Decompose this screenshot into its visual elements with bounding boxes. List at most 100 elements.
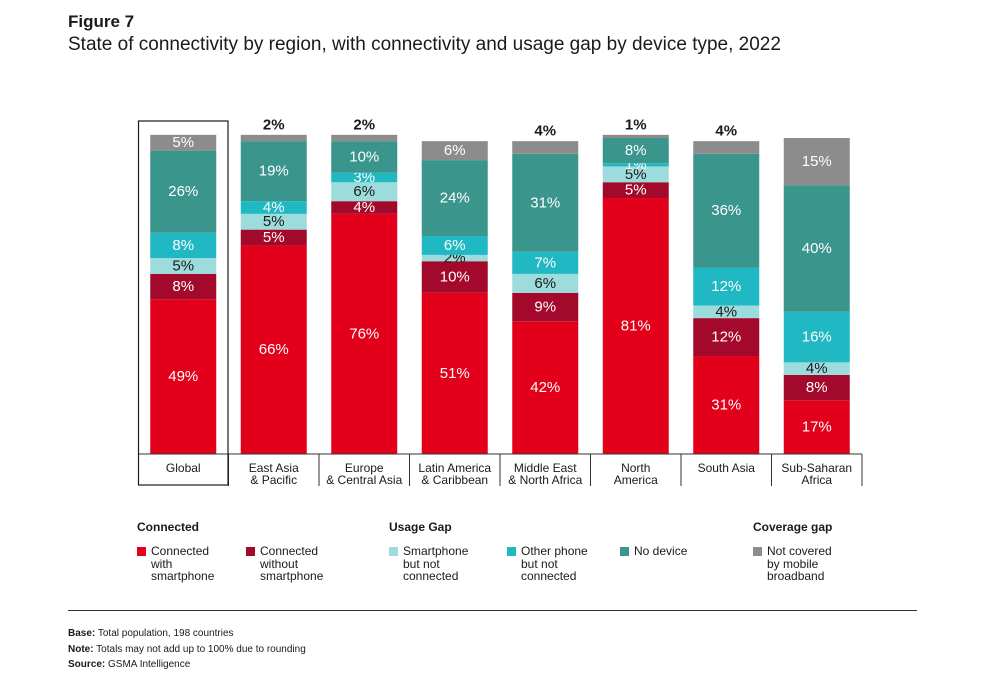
category-label: South Asia [698,461,756,475]
category-label-line: America [614,473,658,487]
bar-segment-smartphone_not_connected [693,305,760,319]
bar-segment-not_covered [783,138,850,186]
bar-segment-no_device [240,141,307,202]
category-label: Middle East & North Africa [508,461,582,487]
bar-segment-smartphone_not_connected [783,362,850,375]
category-label-line: Middle East [514,461,577,475]
data-label-other_phone: 3% [353,169,375,186]
legend-label: Other phone but not connected [521,544,588,583]
bar-group: 81%5%5%1%8%1% [602,116,669,454]
data-label-not_covered: 1% [625,116,647,133]
bar-group: 76% 4%6%3% 10% 2% [331,116,398,454]
legend-heading: Connected [137,520,200,534]
data-label-connected_without: 12% [711,329,741,346]
bar-group: 51%10%2%6%24%6% [421,141,488,454]
bar-segment-connected_without [150,273,217,300]
category-label-line: Europe [345,461,384,475]
data-label-other_phone: 16% [802,329,832,346]
bar-segment-not_covered [421,141,488,161]
bar-segment-no_device [512,153,579,252]
bar-segment-no_device [150,150,217,233]
bar-segment-no_device [783,185,850,312]
data-label-connected_smartphone: 51% [440,365,470,382]
category-label-line: Latin America [418,461,491,475]
bar-segment-not_covered [240,134,307,142]
category-label-line: Africa [801,473,832,487]
note-base: Base: Total population, 198 countries [68,628,234,639]
data-label-other_phone: 12% [711,278,741,295]
category-label-line: Global [166,461,201,475]
bar-segment-connected_smartphone [783,400,850,454]
bar-segment-smartphone_not_connected [602,166,669,183]
data-label-other_phone: 8% [172,237,194,254]
footnotes: Base: Total population, 198 countries No… [68,626,306,673]
data-label-other_phone: 6% [444,237,466,254]
bar-segment-no_device [602,138,669,164]
bar-segment-not_covered [512,141,579,154]
category-label: North America [614,461,658,487]
figure-label: Figure 7 [68,12,135,31]
data-label-not_covered: 4% [715,123,737,140]
data-label-smartphone_not_connected: 5% [172,257,194,274]
data-label-no_device: 19% [259,163,289,180]
bar-segment-no_device [331,141,398,173]
bar-segment-smartphone_not_connected [512,273,579,293]
bar-segment-connected_smartphone [240,245,307,454]
bar-segment-connected_smartphone [512,321,579,454]
data-label-connected_smartphone: 17% [802,419,832,436]
bar-segment-not_covered [150,134,217,151]
data-label-smartphone_not_connected: 4% [715,303,737,320]
data-label-smartphone_not_connected: 6% [534,275,556,292]
data-label-not_covered: 4% [534,123,556,140]
data-label-connected_smartphone: 42% [530,379,560,396]
bar-segment-not_covered [693,141,760,154]
data-label-not_covered: 2% [263,116,285,133]
legend-label: Not covered by mobile broadband [767,544,832,583]
bar-segment-connected_without [240,229,307,246]
highlight-box-global [137,120,229,486]
data-label-no_device: 26% [168,183,198,200]
bar-segment-smartphone_not_connected [421,254,488,262]
legend-item-connected_smartphone: Connected with smartphone [137,545,214,583]
data-label-no_device: 40% [802,240,832,257]
data-label-connected_without: 5% [263,229,285,246]
bar-segment-connected_without [783,375,850,401]
data-label-no_device: 24% [440,190,470,207]
data-label-not_covered: 15% [802,153,832,170]
legend-item-no_device: No device [620,545,687,558]
data-label-connected_smartphone: 49% [168,368,198,385]
data-label-smartphone_not_connected: 4% [806,360,828,377]
bar-segment-connected_without [602,182,669,199]
bar-group: 66%5%5%4%19%2% [240,116,307,454]
legend-item-smartphone_not_connected: Smartphone but not connected [389,545,468,583]
category-label-line: Sub-Saharan [781,461,852,475]
data-label-connected_without: 9% [534,299,556,316]
bar-segment-other_phone [331,172,398,183]
category-label-line: East Asia [249,461,299,475]
bar-segment-connected_smartphone [150,299,217,454]
legend-swatch [137,547,146,556]
legend-item-connected_without: Connected without smartphone [246,545,323,583]
data-label-other_phone: 4% [263,199,285,216]
legend-swatch [620,547,629,556]
data-label-no_device: 31% [530,194,560,211]
legend-label: Connected without smartphone [260,544,324,583]
data-label-not_covered: 2% [353,116,375,133]
bar-segment-smartphone_not_connected [240,213,307,230]
bar-segment-connected_smartphone [421,292,488,454]
data-label-connected_without: 10% [440,269,470,286]
bar-segment-other_phone [783,311,850,363]
category-label: Sub-Saharan Africa [781,461,852,487]
bar-segment-connected_smartphone [693,356,760,454]
bar-segment-connected_without [331,201,398,214]
category-label-line: & Caribbean [421,473,488,487]
data-label-other_phone: 7% [534,254,556,271]
bar-segment-other_phone [150,232,217,259]
legend-item-not_covered: Not covered by mobile broadband [753,545,832,583]
data-label-connected_smartphone: 81% [621,318,651,335]
bar-segment-other_phone [602,163,669,167]
category-label: Global [166,461,201,475]
bar-segment-other_phone [421,235,488,255]
bar-segment-other_phone [240,201,307,214]
